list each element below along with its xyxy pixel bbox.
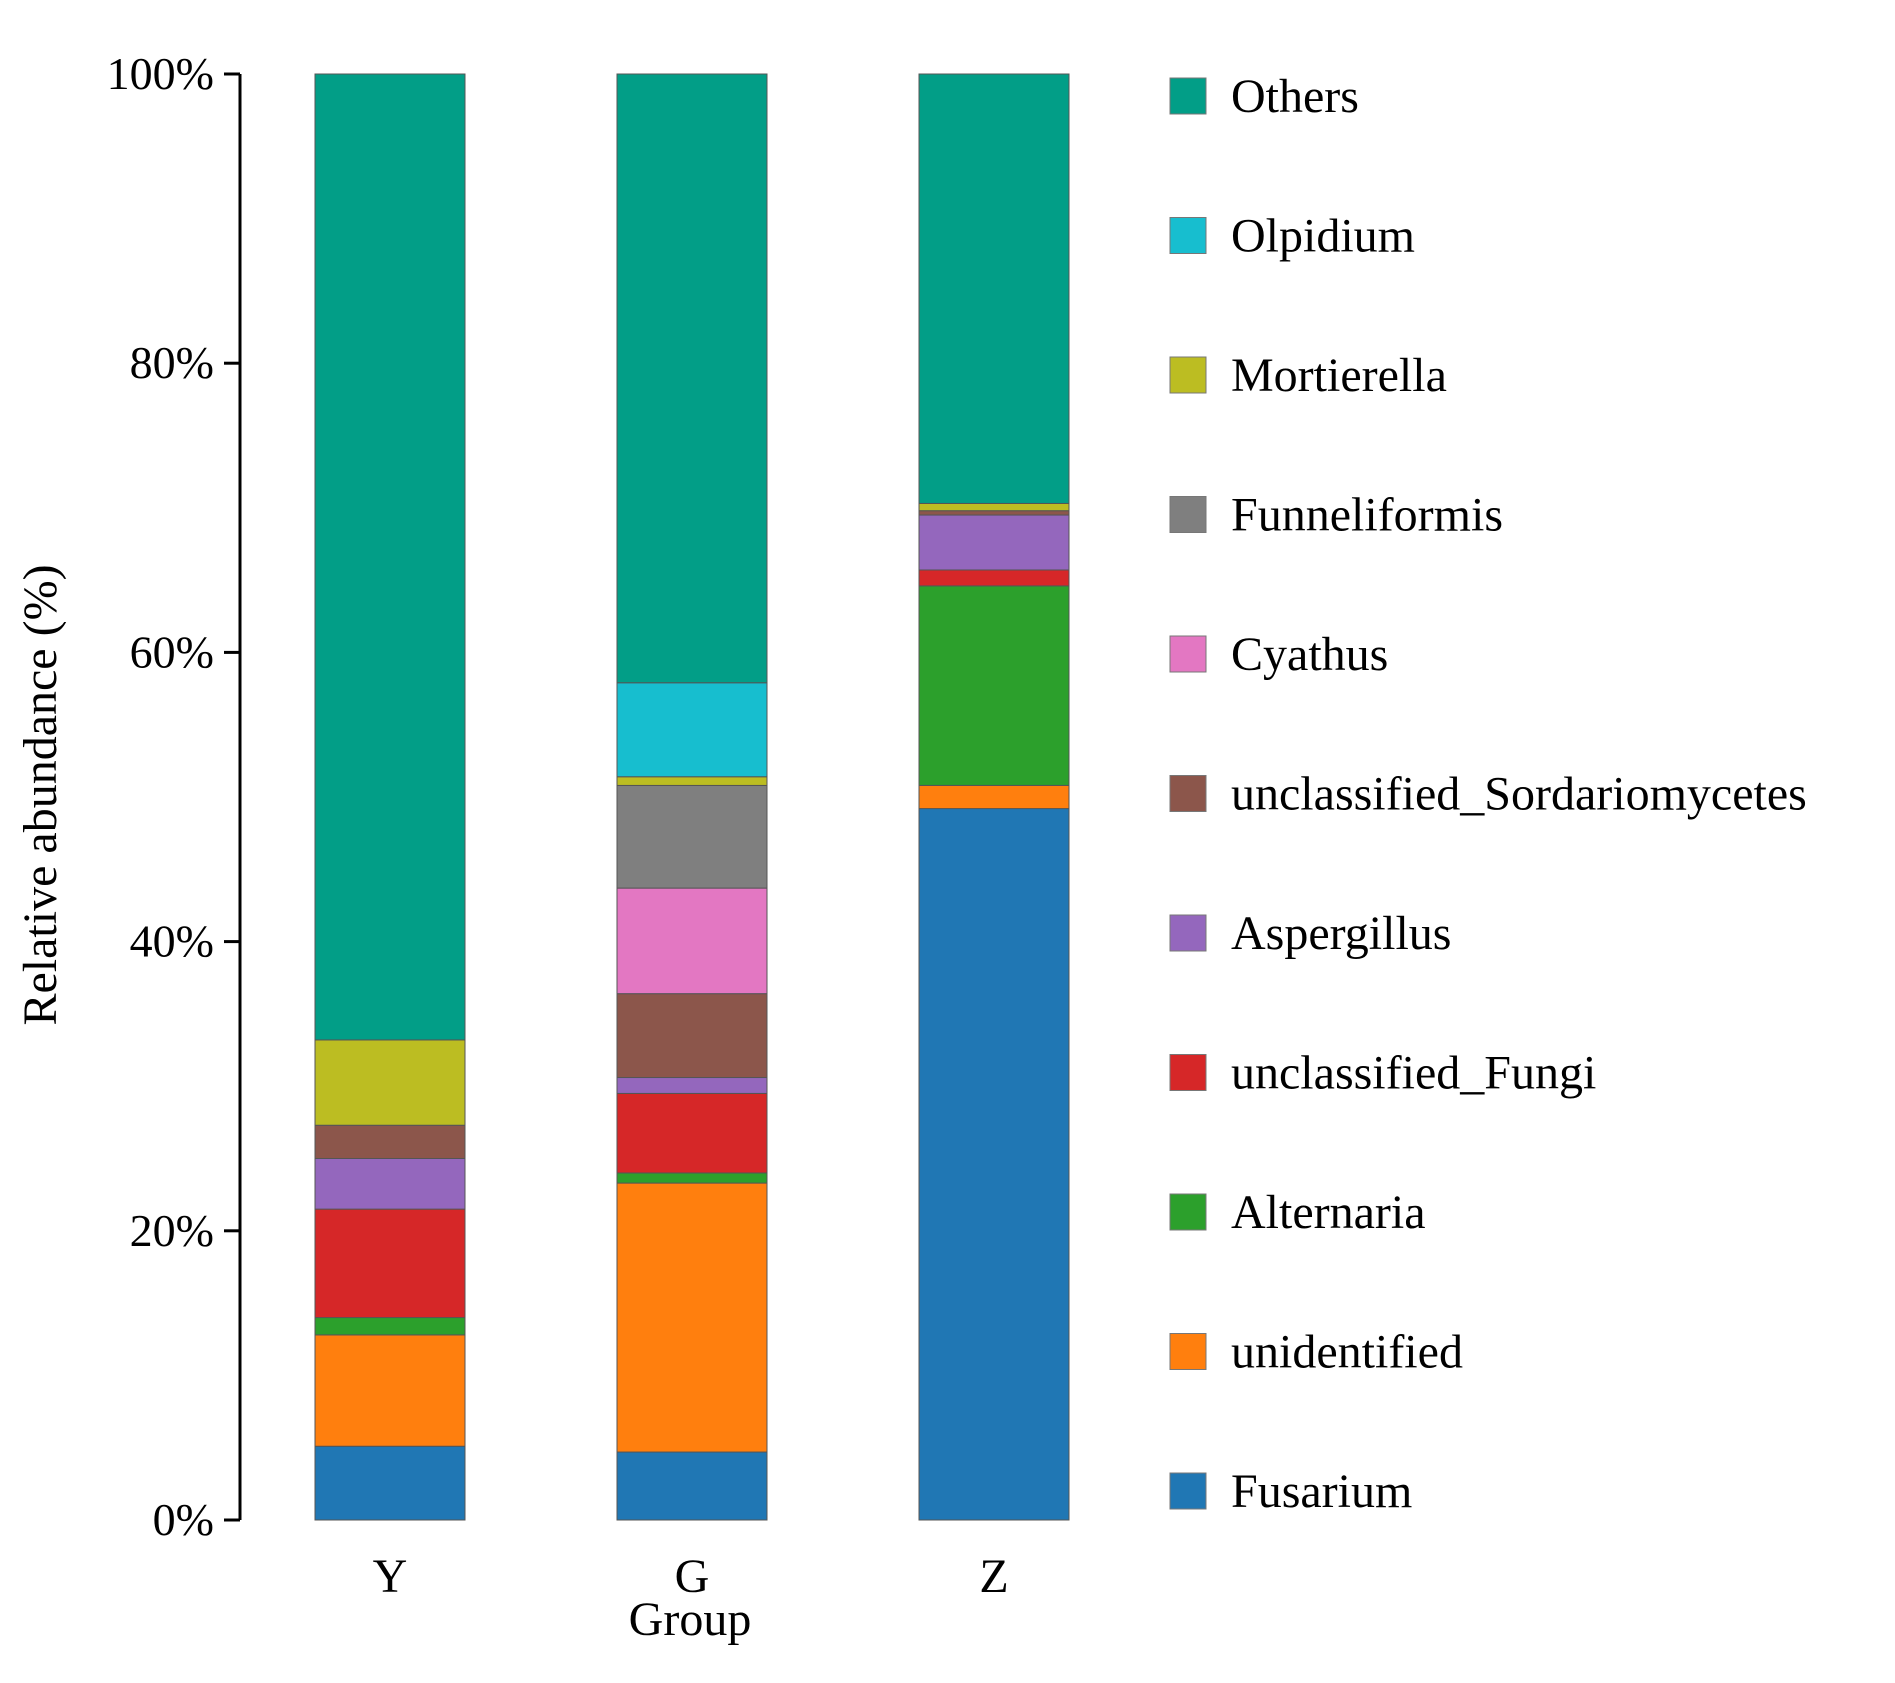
legend-label: Alternaria (1231, 1186, 1426, 1239)
legend-label: unclassified_Sordariomycetes (1231, 768, 1807, 821)
legend-label: Cyathus (1231, 628, 1388, 681)
bar-segment-Z-fusarium (918, 808, 1070, 1521)
bar-segment-G-aspergillus (616, 1077, 768, 1094)
legend-item: Aspergillus (1169, 907, 1451, 960)
bars-layer (314, 73, 1070, 1521)
bar-segment-Y-unclassified-sordariomycetes (314, 1124, 466, 1159)
legend-label: Fusarium (1231, 1465, 1412, 1518)
bar-segment-Y-others (314, 73, 466, 1041)
legend-label: Others (1231, 70, 1359, 123)
bar-segment-Z-unclassified-fungi (918, 569, 1070, 587)
legend: Others Olpidium Mortierella Funneliformis Cy… (1169, 70, 1807, 1518)
bar-segment-Z-mortierella (918, 502, 1070, 512)
bar-segment-G-others (616, 73, 768, 684)
legend-item: unclassified_Fungi (1169, 1047, 1596, 1100)
legend-label: unclassified_Fungi (1231, 1047, 1596, 1100)
legend-item: unclassified_Sordariomycetes (1169, 768, 1807, 821)
y-tick-label: 100% (107, 48, 214, 99)
y-tick-label: 0% (153, 1494, 214, 1545)
legend-swatch (1169, 914, 1207, 952)
legend-swatch (1169, 356, 1207, 394)
y-tick-label: 60% (130, 626, 214, 677)
y-tick-label: 20% (130, 1205, 214, 1256)
bar-segment-Z-others (918, 73, 1070, 504)
legend-swatch (1169, 1054, 1207, 1091)
bar-segment-Y-unclassified-fungi (314, 1208, 466, 1319)
legend-swatch (1169, 1472, 1207, 1510)
x-category-label: Y (373, 1550, 408, 1603)
legend-item: unidentified (1169, 1326, 1463, 1379)
legend-label: Funneliformis (1231, 489, 1503, 542)
legend-swatch (1169, 635, 1207, 673)
legend-item: Cyathus (1169, 628, 1388, 681)
bar-segment-G-olpidium (616, 682, 768, 778)
legend-swatch (1169, 496, 1207, 533)
bar-segment-G-mortierella (616, 776, 768, 786)
bar-segment-Y-unidentified (314, 1334, 466, 1447)
bar-segment-Y-fusarium (314, 1445, 466, 1521)
bar-segment-G-unidentified (616, 1182, 768, 1453)
bar-segment-G-unclassified-fungi (616, 1092, 768, 1174)
bar-segment-Z-alternaria (918, 585, 1070, 786)
bar-segment-Z-unclassified-sordariomycetes (918, 510, 1070, 516)
legend-label: unidentified (1231, 1326, 1463, 1379)
legend-item: Funneliformis (1169, 489, 1503, 542)
y-axis-title: Relative abundance (%) (14, 564, 67, 1025)
legend-swatch (1169, 77, 1207, 115)
legend-label: Mortierella (1231, 349, 1447, 402)
bar-segment-G-cyathus (616, 887, 768, 995)
y-tick-label: 80% (130, 337, 214, 388)
y-tick-label: 40% (130, 916, 214, 967)
bar-segment-Z-unidentified (918, 784, 1070, 810)
legend-item: Mortierella (1169, 349, 1447, 402)
legend-swatch (1169, 1193, 1207, 1231)
bar-segment-G-alternaria (616, 1172, 768, 1184)
y-axis: 0% 20% 40% 60% 80% 100% (107, 48, 242, 1545)
legend-item: Fusarium (1169, 1465, 1412, 1518)
legend-swatch (1169, 775, 1207, 812)
bar-segment-Y-alternaria (314, 1317, 466, 1336)
bar-segment-G-fusarium (616, 1451, 768, 1521)
legend-swatch (1169, 1333, 1207, 1370)
x-category-label: G (675, 1550, 710, 1603)
legend-swatch (1169, 217, 1207, 254)
legend-item: Alternaria (1169, 1186, 1426, 1239)
x-category-label: Z (979, 1550, 1008, 1603)
legend-label: Aspergillus (1231, 907, 1451, 960)
bar-segment-Y-aspergillus (314, 1158, 466, 1210)
x-axis-title: Group (629, 1593, 752, 1646)
bar-segment-Z-aspergillus (918, 514, 1070, 571)
bar-segment-G-unclassified-sordariomycetes (616, 993, 768, 1079)
legend-label: Olpidium (1231, 210, 1415, 263)
legend-item: Others (1169, 70, 1359, 123)
legend-item: Olpidium (1169, 210, 1415, 263)
bar-segment-G-funneliformis (616, 784, 768, 889)
bar-segment-Y-mortierella (314, 1039, 466, 1126)
